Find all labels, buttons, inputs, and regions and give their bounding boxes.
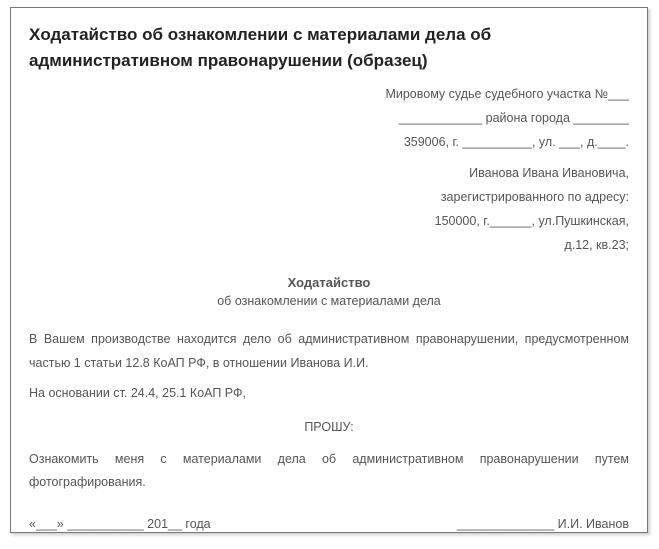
document-container: Xодатайство об ознакомлении с материалам… bbox=[10, 7, 648, 533]
addressee-line-1: Мировому судье судебного участка №___ bbox=[29, 83, 629, 107]
addressee-line-3: 359006, г. __________, ул. ___, д.____. bbox=[29, 131, 629, 155]
addressee-line-2: ____________ района города ________ bbox=[29, 107, 629, 131]
petition-subheading: об ознакомлении с материалами дела bbox=[29, 294, 629, 308]
addressee-block: Мировому судье судебного участка №___ __… bbox=[29, 83, 629, 154]
body-paragraph-1: В Вашем производстве находится дело об а… bbox=[29, 328, 629, 376]
sender-line-1: Иванова Ивана Ивановича, bbox=[29, 162, 629, 186]
petition-heading: Ходатайство bbox=[29, 275, 629, 290]
body-paragraph-2: На основании ст. 24.4, 25.1 КоАП РФ, bbox=[29, 382, 629, 406]
sender-block: Иванова Ивана Ивановича, зарегистрирован… bbox=[29, 162, 629, 257]
request-body: Ознакомить меня с материалами дела об ад… bbox=[29, 448, 629, 496]
sender-line-4: д.12, кв.23; bbox=[29, 234, 629, 258]
request-label: ПРОШУ: bbox=[29, 420, 629, 434]
footer-line: «___» ___________ 201__ года ___________… bbox=[29, 517, 629, 531]
footer-signature: ______________ И.И. Иванов bbox=[457, 517, 629, 531]
document-title: Xодатайство об ознакомлении с материалам… bbox=[29, 22, 629, 73]
footer-date: «___» ___________ 201__ года bbox=[29, 517, 211, 531]
sender-line-3: 150000, г.______, ул.Пушкинская, bbox=[29, 210, 629, 234]
sender-line-2: зарегистрированного по адресу: bbox=[29, 186, 629, 210]
